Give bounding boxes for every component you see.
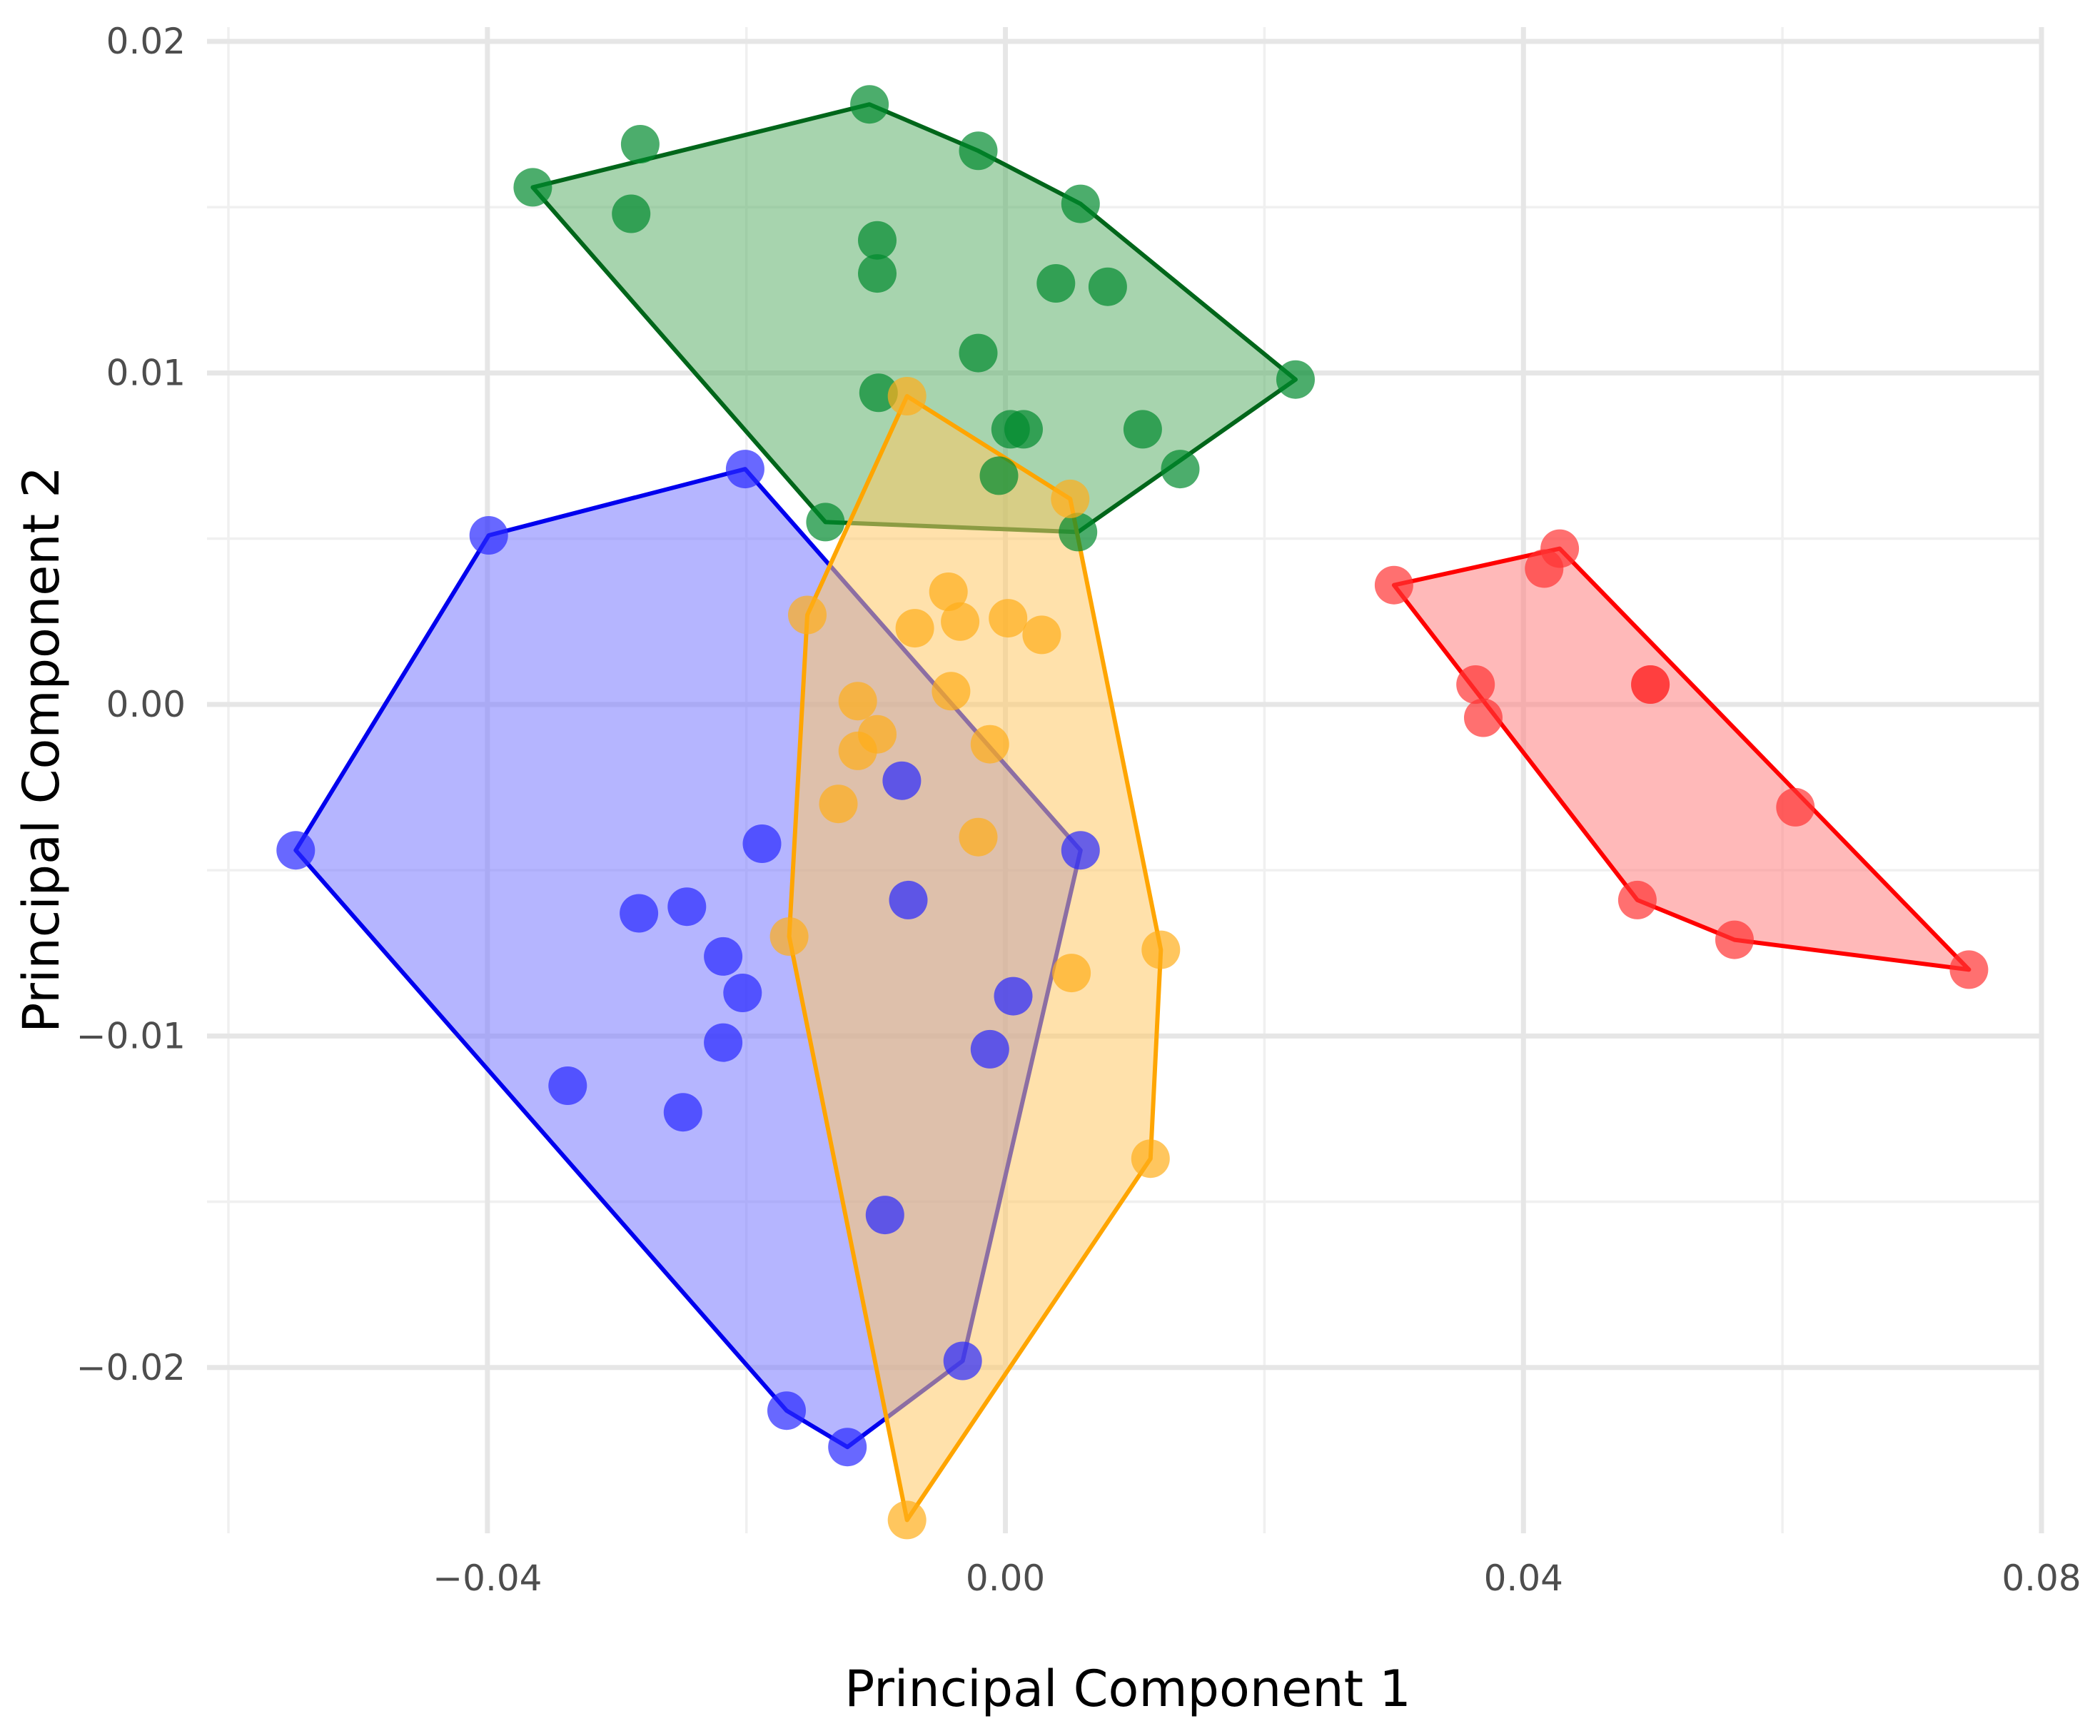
green-point-0 bbox=[513, 168, 552, 207]
orange-point-18 bbox=[1131, 1139, 1170, 1179]
green-point-16 bbox=[1161, 450, 1200, 489]
green-point-3 bbox=[850, 85, 889, 124]
cluster-hulls bbox=[293, 102, 1972, 1523]
blue-point-12 bbox=[828, 1428, 867, 1467]
red-point-6 bbox=[1631, 665, 1670, 704]
green-point-17 bbox=[979, 456, 1019, 495]
orange-point-14 bbox=[959, 817, 998, 857]
orange-cluster-hull bbox=[787, 394, 1163, 1523]
orange-point-15 bbox=[769, 917, 809, 956]
green-point-19 bbox=[1059, 513, 1098, 552]
orange-point-13 bbox=[819, 784, 858, 824]
y-axis-title: Principal Component 2 bbox=[12, 466, 71, 1033]
blue-point-3 bbox=[742, 824, 782, 863]
blue-point-6 bbox=[704, 937, 743, 976]
green-point-5 bbox=[1061, 184, 1100, 223]
orange-point-10 bbox=[838, 682, 877, 721]
orange-point-6 bbox=[1022, 615, 1061, 655]
green-point-7 bbox=[858, 254, 897, 293]
orange-point-3 bbox=[895, 609, 934, 648]
y-tick-label: −0.02 bbox=[76, 1347, 186, 1388]
red-point-0 bbox=[1374, 565, 1413, 605]
blue-point-14 bbox=[1061, 831, 1100, 870]
tick-labels: −0.04 0.00 0.04 0.08 0.02 0.01 0.00 −0.01 −0.02 bbox=[76, 21, 2081, 1599]
blue-point-15 bbox=[882, 761, 922, 800]
orange-point-2 bbox=[929, 572, 968, 611]
red-point-2 bbox=[1525, 549, 1564, 588]
x-tick-label: −0.04 bbox=[433, 1558, 542, 1599]
green-point-6 bbox=[858, 221, 897, 260]
x-tick-label: 0.08 bbox=[2001, 1558, 2081, 1599]
green-point-2 bbox=[612, 194, 651, 233]
blue-point-17 bbox=[994, 976, 1033, 1016]
orange-point-17 bbox=[1141, 930, 1181, 969]
blue-point-0 bbox=[725, 450, 764, 489]
blue-point-5 bbox=[620, 894, 659, 933]
blue-point-19 bbox=[865, 1196, 904, 1235]
blue-point-9 bbox=[548, 1066, 587, 1105]
red-point-9 bbox=[1715, 920, 1754, 959]
blue-point-16 bbox=[889, 880, 928, 919]
orange-point-9 bbox=[788, 595, 827, 635]
green-point-9 bbox=[1088, 267, 1127, 306]
orange-point-5 bbox=[989, 599, 1028, 638]
x-tick-label: 0.00 bbox=[966, 1558, 1045, 1599]
blue-point-11 bbox=[767, 1391, 806, 1430]
green-point-1 bbox=[620, 125, 660, 163]
blue-point-10 bbox=[663, 1093, 702, 1132]
green-point-15 bbox=[1123, 410, 1162, 449]
orange-point-4 bbox=[941, 602, 980, 641]
red-point-3 bbox=[1456, 665, 1495, 704]
green-point-11 bbox=[1276, 360, 1315, 399]
orange-point-12 bbox=[838, 731, 877, 770]
orange-point-7 bbox=[932, 672, 971, 711]
orange-point-1 bbox=[1051, 479, 1090, 518]
y-tick-label: 0.00 bbox=[106, 684, 186, 725]
blue-point-7 bbox=[723, 974, 762, 1012]
red-point-8 bbox=[1617, 880, 1657, 919]
green-point-12 bbox=[859, 373, 898, 413]
blue-point-2 bbox=[276, 831, 315, 870]
orange-point-0 bbox=[887, 377, 927, 415]
blue-point-1 bbox=[469, 516, 508, 555]
blue-point-18 bbox=[970, 1029, 1009, 1069]
red-cluster-hull bbox=[1391, 546, 1972, 972]
data-points bbox=[276, 85, 1989, 1540]
orange-point-19 bbox=[887, 1500, 927, 1540]
red-point-4 bbox=[1464, 698, 1503, 737]
orange-point-8 bbox=[970, 725, 1009, 764]
blue-point-8 bbox=[704, 1023, 743, 1062]
red-point-7 bbox=[1776, 787, 1815, 827]
red-point-10 bbox=[1949, 950, 1989, 989]
x-axis-title: Principal Component 1 bbox=[844, 1660, 1411, 1718]
green-point-8 bbox=[1036, 264, 1076, 303]
y-tick-label: −0.01 bbox=[76, 1015, 186, 1056]
green-point-14 bbox=[1004, 410, 1043, 449]
green-point-18 bbox=[806, 503, 845, 542]
blue-point-13 bbox=[943, 1341, 982, 1381]
green-point-10 bbox=[959, 333, 998, 373]
y-tick-label: 0.02 bbox=[106, 21, 186, 62]
x-tick-label: 0.04 bbox=[1484, 1558, 1563, 1599]
orange-point-16 bbox=[1052, 954, 1091, 993]
y-tick-label: 0.01 bbox=[106, 352, 186, 393]
blue-point-4 bbox=[667, 887, 707, 927]
green-point-4 bbox=[959, 131, 998, 171]
